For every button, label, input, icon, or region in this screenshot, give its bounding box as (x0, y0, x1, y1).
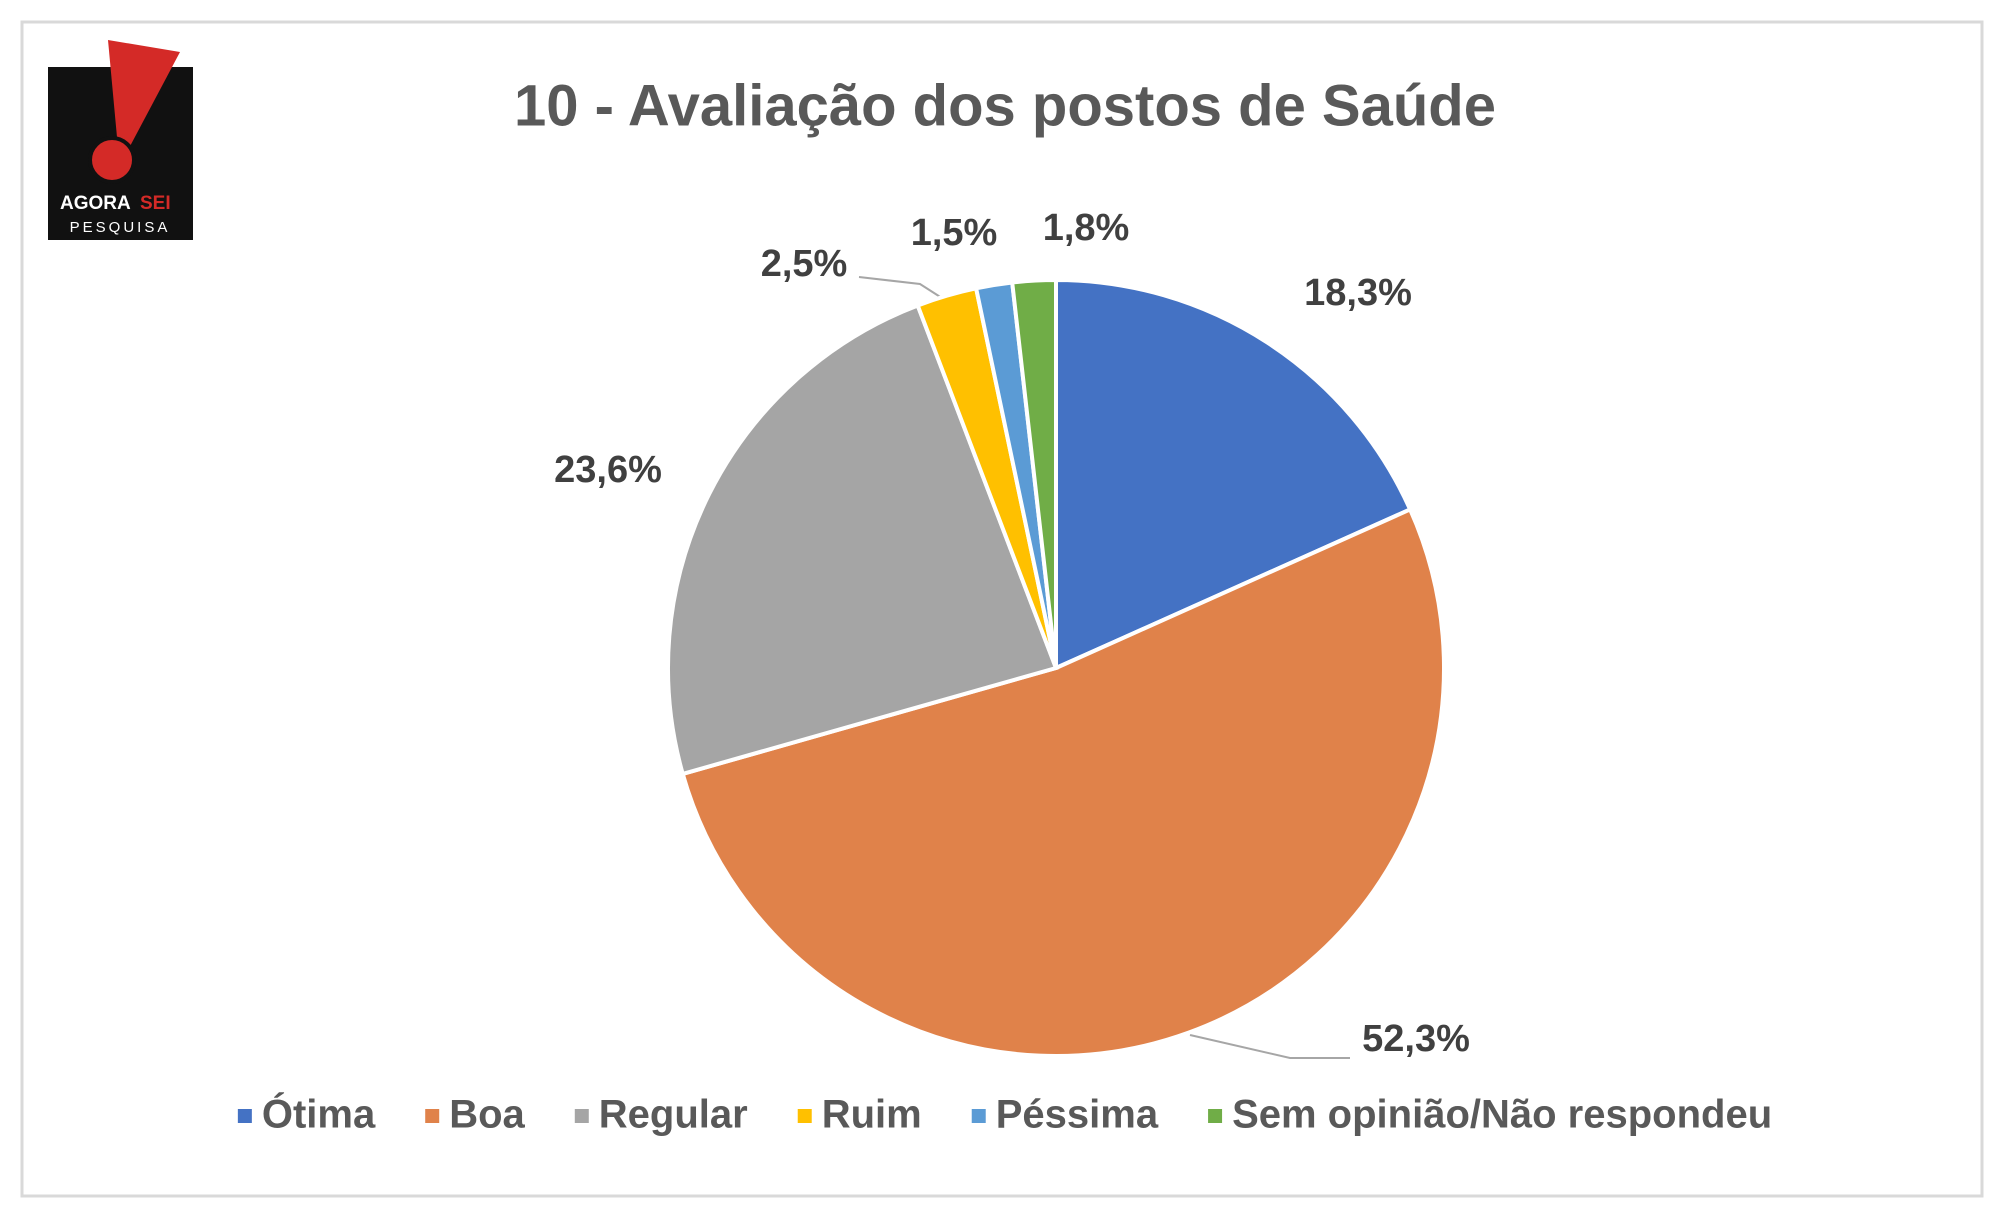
legend-swatch (1208, 1109, 1223, 1123)
legend-label: Regular (599, 1093, 748, 1137)
logo-name: SEI (140, 193, 171, 214)
pie-slice (1009, 277, 1058, 669)
legend-swatch (425, 1109, 440, 1123)
pie-slice (1054, 277, 1413, 672)
logo-mark (108, 40, 180, 150)
logo-dot (88, 136, 136, 184)
data-label: 1,5% (911, 212, 998, 254)
legend-label: Sem opinião/Não respondeu (1232, 1093, 1772, 1137)
legend-swatch (797, 1109, 812, 1123)
legend-swatch (971, 1109, 986, 1123)
legend-swatch (574, 1109, 589, 1123)
pie-slice (666, 302, 1059, 777)
legend: Ótima Boa Regular Ruim Péssima Sem opinião/Nã… (237, 1091, 1772, 1137)
pie-slice (680, 506, 1447, 1058)
data-label: 2,5% (761, 243, 848, 285)
logo-tagline: PESQUISA (70, 219, 171, 236)
legend-label: Péssima (996, 1093, 1159, 1137)
data-label: 52,3% (1362, 1018, 1470, 1060)
legend-label: Boa (449, 1093, 525, 1137)
leader-line (858, 276, 946, 301)
legend-label: Ruim (822, 1093, 922, 1137)
legend-label: Ótima (262, 1091, 376, 1137)
data-label: 23,6% (554, 449, 662, 491)
logo: AGORA SEI PESQUISA (48, 40, 193, 240)
legend-swatch (237, 1109, 252, 1123)
logo-name: AGORA (60, 193, 131, 214)
chart-title: 10 - Avaliação dos postos de Saúde (514, 73, 1496, 138)
leader-line (1189, 1034, 1350, 1059)
data-label: 1,8% (1043, 207, 1130, 249)
data-label: 18,3% (1304, 272, 1412, 314)
